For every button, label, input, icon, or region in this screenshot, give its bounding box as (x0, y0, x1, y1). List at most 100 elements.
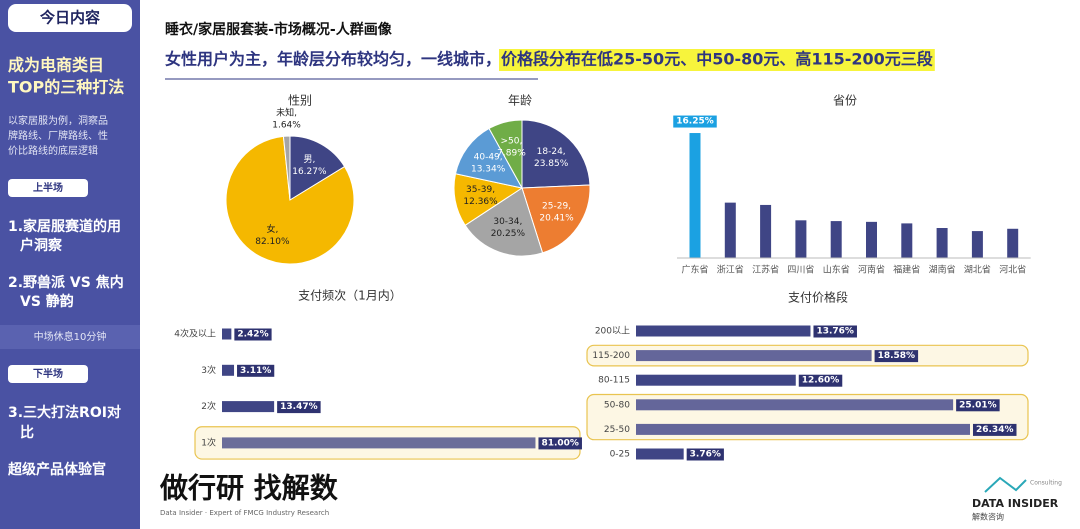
sidebar-item: 1.家居服赛道的用 (8, 218, 121, 235)
x-tick-label: 河北省 (999, 264, 1026, 276)
x-tick-label: 河南省 (858, 264, 885, 276)
bar (636, 448, 684, 460)
y-tick-label: 3次 (201, 364, 216, 376)
y-tick-label: 80-115 (598, 376, 630, 386)
chart-title: 省份 (833, 94, 857, 108)
sidebar-item: VS 静韵 (20, 293, 74, 310)
pie-slice (454, 127, 523, 189)
pie-slice (521, 184, 591, 254)
y-tick-label: 1次 (201, 436, 216, 448)
bar (760, 204, 772, 258)
value-label: 81.00% (541, 438, 579, 448)
chart-title: 支付价格段 (788, 290, 848, 305)
y-tick-label: 4次及以上 (174, 328, 216, 340)
label-box (538, 437, 582, 450)
sidebar-item: 超级产品体验官 (7, 461, 106, 478)
pie-slice (225, 135, 355, 265)
page-title: 睡衣/家居服套装-市场概况-人群画像 (165, 21, 393, 38)
pie-slice (289, 135, 346, 201)
x-tick-label: 广东省 (681, 264, 708, 276)
x-tick-label: 湖北省 (964, 264, 991, 276)
slice-value: 20.41% (539, 214, 574, 224)
sidebar-title: 成为电商类目 (8, 56, 104, 75)
label-box (686, 448, 724, 461)
slice-category: >50, (501, 137, 523, 147)
label-box (874, 350, 919, 363)
value-label: 18.58% (878, 351, 916, 361)
value-label: 2.42% (237, 330, 268, 340)
label-box (237, 364, 275, 377)
bar (636, 325, 811, 337)
logo-cn: 解数咨询 (972, 512, 1004, 522)
slice-category: 30-34, (493, 217, 522, 227)
slice-value: 23.85% (534, 159, 569, 169)
slice-category: 男, (303, 154, 315, 165)
y-tick-label: 115-200 (592, 351, 630, 361)
bar (724, 202, 736, 258)
logo-mark (984, 476, 1027, 493)
summary-highlight: 价格段分布在低25-50元、中50-80元、高115-200元三段 (501, 50, 934, 69)
bar (636, 374, 796, 386)
value-label: 12.60% (802, 376, 840, 386)
label-box (273, 105, 300, 120)
slice-value: 13.34% (471, 164, 506, 174)
slice-category: 未知, (276, 106, 297, 118)
sidebar-description: 牌路线、厂牌路线、性 (8, 129, 108, 142)
slice-category: 40-49, (474, 152, 503, 162)
section-box (8, 179, 88, 197)
bar (636, 399, 954, 411)
bar (222, 437, 536, 449)
sidebar-item: 2.野兽派 VS 焦内 (8, 274, 124, 291)
sidebar-title: TOP的三种打法 (8, 78, 124, 97)
pie-slice (521, 119, 591, 189)
sidebar-item: 3.三大打法ROI对 (8, 404, 121, 421)
bar (222, 364, 235, 376)
logo: DATA INSIDER (972, 497, 1059, 510)
value-label: 3.76% (690, 450, 721, 460)
tagline: Data Insider · Expert of FMCG Industry R… (160, 509, 329, 517)
break-band (0, 325, 140, 349)
label-box (269, 119, 305, 132)
bar (636, 423, 970, 435)
value-label: 16.25% (676, 117, 714, 127)
summary: 女性用户为主，年龄层分布较均匀，一线城市， (165, 50, 501, 69)
sidebar (0, 0, 140, 529)
bar (830, 221, 842, 258)
section-label: 上半场 (33, 181, 63, 194)
bar (222, 328, 232, 340)
x-tick-label: 湖南省 (929, 264, 956, 276)
y-tick-label: 2次 (201, 400, 216, 412)
bar (866, 221, 877, 258)
pie-slice (488, 119, 523, 189)
highlight-bg (499, 49, 935, 71)
bar (936, 228, 948, 258)
label-box (956, 399, 1000, 412)
sidebar-description: 以家居服为例，洞察品 (8, 114, 108, 127)
bar (901, 223, 913, 258)
sidebar-header-box (8, 4, 132, 32)
chart-title: 支付频次（1月内） (298, 289, 402, 303)
bar (795, 220, 807, 258)
slice-value: 7.89% (497, 149, 526, 159)
y-tick-label: 50-80 (604, 400, 630, 410)
label-box (277, 401, 321, 414)
slice-category: 25-29, (542, 202, 571, 212)
slogan: 做行研 找解数 (159, 472, 339, 505)
section-box (8, 365, 88, 383)
x-tick-label: 四川省 (787, 264, 814, 276)
value-label: 13.76% (816, 327, 854, 337)
label-box (673, 115, 717, 128)
slice-category: 35-39, (466, 185, 495, 195)
value-label: 3.11% (240, 366, 271, 376)
x-tick-label: 福建省 (893, 264, 920, 276)
y-tick-label: 0-25 (610, 450, 630, 460)
slice-category: 18-24, (537, 147, 566, 157)
sidebar-item: 比 (20, 424, 34, 441)
label-box (813, 325, 857, 338)
label-box (798, 374, 843, 387)
value-label: 25.01% (959, 400, 997, 410)
sidebar-header: 今日内容 (39, 9, 100, 27)
y-tick-label: 25-50 (604, 425, 630, 435)
value-label: 13.47% (280, 402, 318, 412)
